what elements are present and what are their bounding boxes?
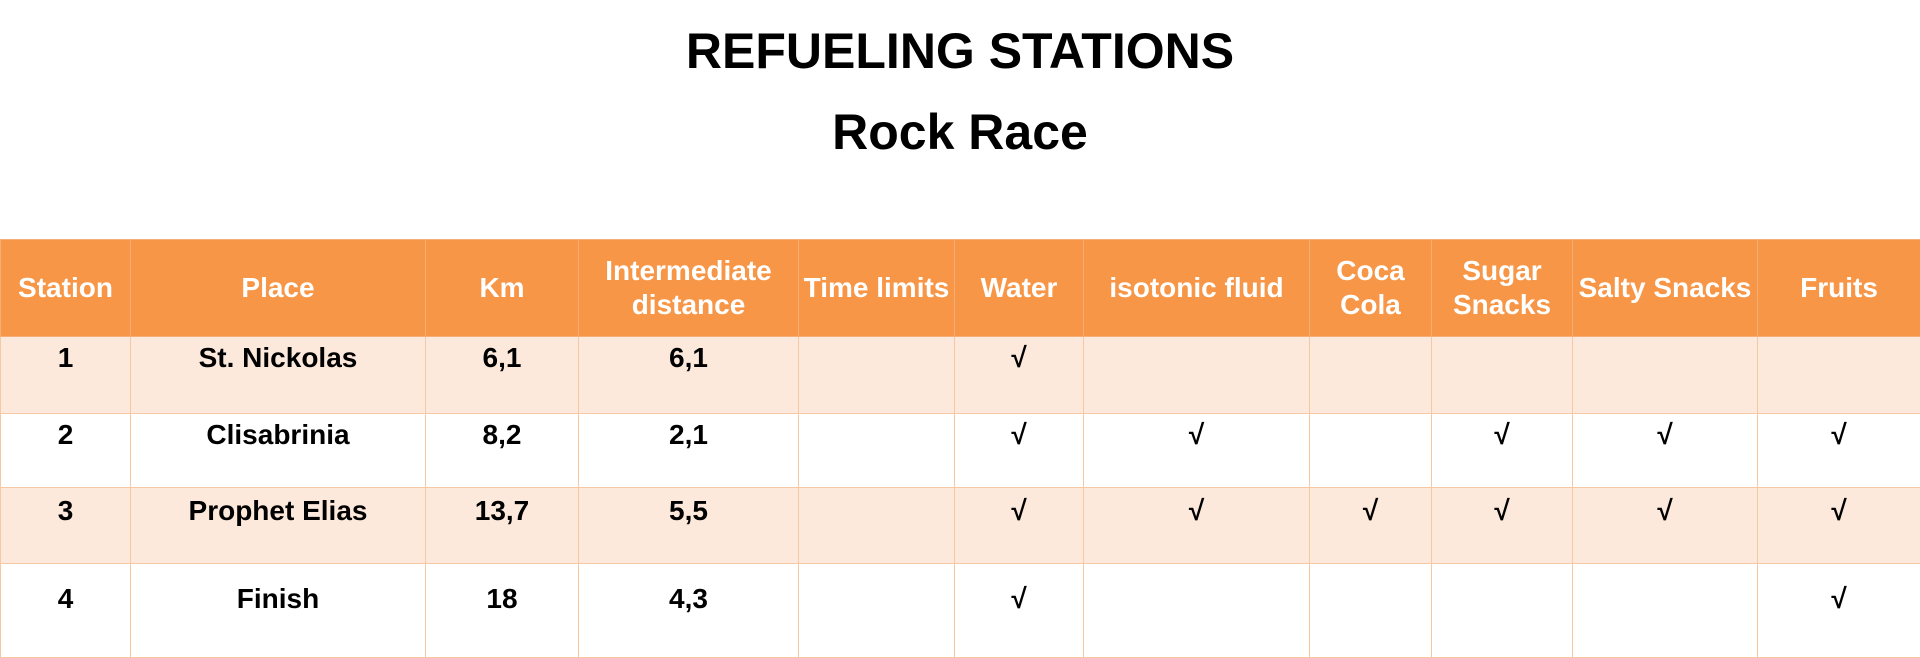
salty-snacks-cell	[1573, 337, 1758, 414]
water-cell: √	[955, 488, 1084, 564]
column-header-intermediate-distance: Intermediate distance	[579, 240, 799, 337]
isotonic-fluid-cell	[1084, 337, 1310, 414]
place-cell: Finish	[131, 564, 426, 658]
station-cell: 4	[1, 564, 131, 658]
water-cell: √	[955, 414, 1084, 488]
column-header-water: Water	[955, 240, 1084, 337]
table-row: 2 Clisabrinia 8,2 2,1 √ √ √ √ √	[1, 414, 1920, 488]
sugar-snacks-cell: √	[1432, 414, 1573, 488]
time-limits-cell	[799, 564, 955, 658]
table-row: 1 St. Nickolas 6,1 6,1 √	[1, 337, 1920, 414]
table-row: 4 Finish 18 4,3 √ √	[1, 564, 1920, 658]
sugar-snacks-cell	[1432, 337, 1573, 414]
fruits-cell	[1758, 337, 1920, 414]
column-header-time-limits: Time limits	[799, 240, 955, 337]
station-cell: 3	[1, 488, 131, 564]
place-cell: St. Nickolas	[131, 337, 426, 414]
coca-cola-cell: √	[1310, 488, 1432, 564]
intermediate-distance-cell: 5,5	[579, 488, 799, 564]
table-row: 3 Prophet Elias 13,7 5,5 √ √ √ √ √ √	[1, 488, 1920, 564]
isotonic-fluid-cell: √	[1084, 414, 1310, 488]
column-header-salty-snacks: Salty Snacks	[1573, 240, 1758, 337]
column-header-station: Station	[1, 240, 131, 337]
column-header-coca-cola: Coca Cola	[1310, 240, 1432, 337]
document-subtitle: Rock Race	[0, 107, 1920, 157]
water-cell: √	[955, 564, 1084, 658]
km-cell: 8,2	[426, 414, 579, 488]
time-limits-cell	[799, 337, 955, 414]
fruits-cell: √	[1758, 414, 1920, 488]
station-cell: 2	[1, 414, 131, 488]
isotonic-fluid-cell	[1084, 564, 1310, 658]
salty-snacks-cell: √	[1573, 414, 1758, 488]
fruits-cell: √	[1758, 488, 1920, 564]
km-cell: 13,7	[426, 488, 579, 564]
km-cell: 6,1	[426, 337, 579, 414]
column-header-km: Km	[426, 240, 579, 337]
column-header-fruits: Fruits	[1758, 240, 1920, 337]
coca-cola-cell	[1310, 414, 1432, 488]
station-cell: 1	[1, 337, 131, 414]
column-header-sugar-snacks: Sugar Snacks	[1432, 240, 1573, 337]
sugar-snacks-cell: √	[1432, 488, 1573, 564]
km-cell: 18	[426, 564, 579, 658]
document-title: REFUELING STATIONS	[0, 26, 1920, 76]
place-cell: Clisabrinia	[131, 414, 426, 488]
isotonic-fluid-cell: √	[1084, 488, 1310, 564]
intermediate-distance-cell: 4,3	[579, 564, 799, 658]
place-cell: Prophet Elias	[131, 488, 426, 564]
salty-snacks-cell: √	[1573, 488, 1758, 564]
time-limits-cell	[799, 414, 955, 488]
table-header-row: Station Place Km Intermediate distance T…	[1, 240, 1920, 337]
column-header-place: Place	[131, 240, 426, 337]
coca-cola-cell	[1310, 337, 1432, 414]
time-limits-cell	[799, 488, 955, 564]
coca-cola-cell	[1310, 564, 1432, 658]
intermediate-distance-cell: 6,1	[579, 337, 799, 414]
salty-snacks-cell	[1573, 564, 1758, 658]
column-header-isotonic-fluid: isotonic fluid	[1084, 240, 1310, 337]
intermediate-distance-cell: 2,1	[579, 414, 799, 488]
sugar-snacks-cell	[1432, 564, 1573, 658]
refueling-stations-table: Station Place Km Intermediate distance T…	[0, 239, 1920, 658]
water-cell: √	[955, 337, 1084, 414]
fruits-cell: √	[1758, 564, 1920, 658]
